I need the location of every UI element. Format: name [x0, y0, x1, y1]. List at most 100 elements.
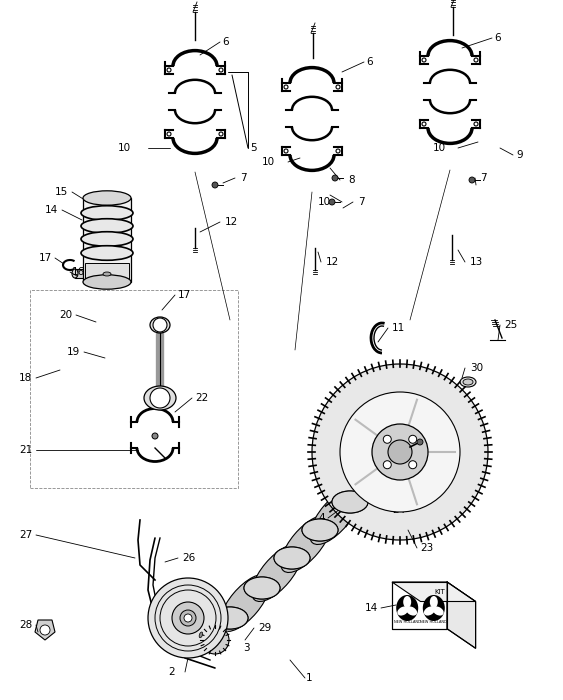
Circle shape	[474, 58, 478, 62]
Ellipse shape	[220, 575, 270, 631]
Polygon shape	[35, 620, 55, 640]
Ellipse shape	[81, 206, 133, 220]
Ellipse shape	[463, 379, 473, 385]
Text: NEW HOLLAND: NEW HOLLAND	[394, 620, 421, 624]
Circle shape	[212, 182, 218, 188]
Ellipse shape	[83, 275, 131, 289]
Circle shape	[336, 149, 340, 153]
Text: 28: 28	[19, 620, 32, 630]
Bar	[30, 290, 238, 488]
Text: 29: 29	[258, 623, 271, 633]
Text: 24: 24	[392, 505, 405, 515]
Text: 20: 20	[59, 310, 72, 320]
Circle shape	[372, 424, 428, 480]
Ellipse shape	[302, 519, 338, 541]
Circle shape	[148, 578, 228, 658]
Polygon shape	[392, 582, 447, 629]
Text: 10: 10	[318, 197, 331, 207]
Ellipse shape	[212, 607, 248, 629]
Circle shape	[219, 68, 223, 72]
Circle shape	[329, 199, 335, 205]
Polygon shape	[392, 582, 476, 601]
Ellipse shape	[397, 606, 408, 615]
Text: 12: 12	[326, 257, 339, 267]
Ellipse shape	[81, 246, 133, 260]
Text: 18: 18	[19, 373, 32, 383]
Circle shape	[172, 602, 204, 634]
Circle shape	[201, 626, 229, 654]
Text: 16: 16	[72, 267, 85, 277]
Ellipse shape	[357, 467, 393, 489]
Circle shape	[312, 364, 488, 540]
Ellipse shape	[252, 545, 302, 601]
Circle shape	[383, 435, 391, 443]
Ellipse shape	[310, 487, 360, 545]
Text: 22: 22	[195, 393, 208, 403]
Text: KIT: KIT	[434, 589, 445, 595]
Circle shape	[167, 132, 171, 136]
Ellipse shape	[460, 377, 476, 387]
Text: NEW HOLLAND: NEW HOLLAND	[421, 620, 447, 624]
Ellipse shape	[406, 606, 417, 615]
Text: 11: 11	[392, 323, 405, 333]
Ellipse shape	[81, 218, 133, 233]
Text: 7: 7	[480, 173, 486, 183]
Circle shape	[40, 625, 50, 635]
Ellipse shape	[423, 595, 445, 621]
Ellipse shape	[244, 577, 280, 599]
Ellipse shape	[212, 607, 248, 629]
Circle shape	[340, 392, 460, 512]
Text: 4: 4	[318, 513, 325, 523]
Ellipse shape	[430, 596, 438, 608]
Text: 17: 17	[178, 290, 191, 300]
Ellipse shape	[72, 269, 78, 278]
Ellipse shape	[274, 547, 310, 569]
Text: 17: 17	[39, 253, 52, 263]
Ellipse shape	[94, 269, 100, 278]
Text: 14: 14	[365, 603, 378, 613]
Text: 12: 12	[225, 217, 238, 227]
Text: 10: 10	[262, 157, 275, 167]
Bar	[75, 269, 97, 278]
Circle shape	[152, 433, 158, 439]
Circle shape	[409, 435, 417, 443]
Text: 8: 8	[348, 175, 355, 185]
Text: 9: 9	[516, 150, 522, 160]
Circle shape	[284, 149, 288, 153]
Text: 14: 14	[44, 205, 58, 215]
Circle shape	[383, 461, 391, 469]
Text: 2: 2	[168, 667, 175, 677]
Circle shape	[150, 388, 170, 408]
Bar	[83, 198, 131, 282]
Ellipse shape	[357, 467, 393, 489]
Circle shape	[184, 614, 192, 622]
Ellipse shape	[332, 491, 368, 513]
Text: 6: 6	[222, 37, 229, 47]
Text: 27: 27	[19, 530, 32, 540]
Circle shape	[388, 440, 412, 464]
Circle shape	[153, 318, 167, 332]
Ellipse shape	[144, 386, 176, 410]
Ellipse shape	[81, 232, 133, 246]
Ellipse shape	[403, 596, 411, 608]
Text: 7: 7	[240, 173, 247, 183]
Circle shape	[469, 177, 475, 183]
Circle shape	[284, 85, 288, 89]
Ellipse shape	[424, 606, 435, 615]
Ellipse shape	[103, 272, 111, 276]
Ellipse shape	[432, 606, 444, 615]
Ellipse shape	[150, 317, 170, 333]
Text: 1: 1	[306, 673, 312, 683]
Text: 10: 10	[433, 143, 446, 153]
Bar	[85, 263, 129, 282]
Text: 26: 26	[182, 553, 195, 563]
Circle shape	[417, 439, 423, 445]
Circle shape	[474, 122, 478, 126]
Circle shape	[422, 58, 426, 62]
Text: 23: 23	[420, 543, 434, 553]
Circle shape	[180, 610, 196, 626]
Ellipse shape	[244, 577, 280, 599]
Circle shape	[219, 132, 223, 136]
Ellipse shape	[332, 491, 368, 513]
Circle shape	[422, 122, 426, 126]
